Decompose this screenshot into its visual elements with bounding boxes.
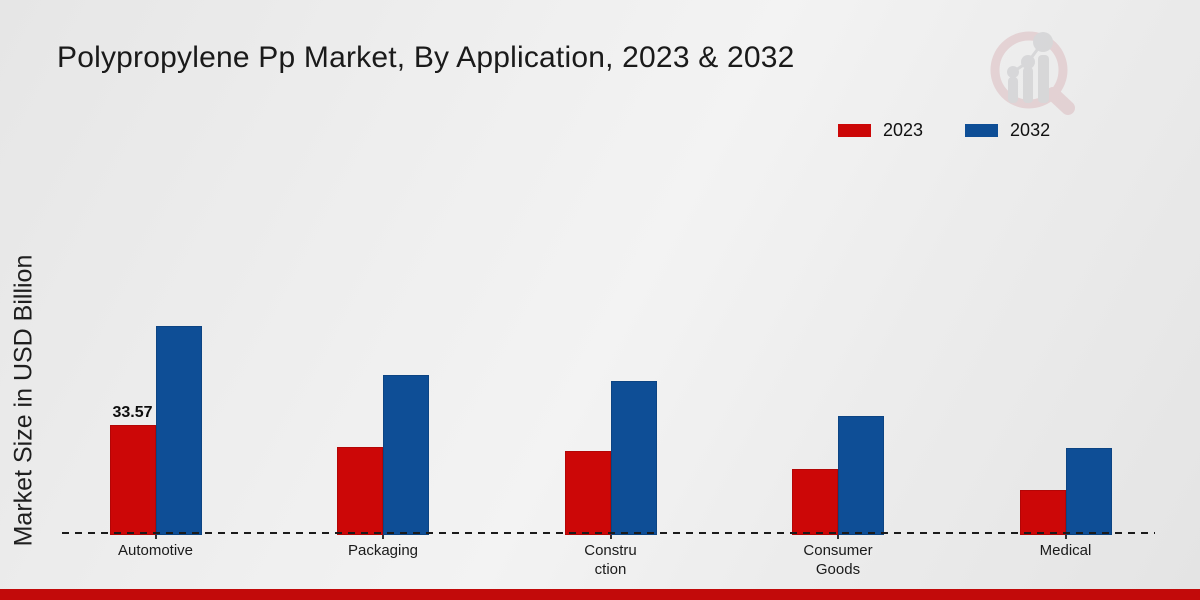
legend-item-2023: 2023	[838, 120, 923, 141]
legend-swatch-2023	[838, 124, 871, 137]
category-label-construction: Constru ction	[584, 542, 637, 578]
legend: 2023 2032	[838, 120, 1050, 141]
bar-2032-construction	[610, 381, 657, 535]
legend-swatch-2032	[965, 124, 999, 137]
bar-value-label: 33.57	[112, 404, 153, 421]
bar-2023-construction	[564, 451, 611, 535]
bar-2032-packaging	[383, 375, 429, 535]
bar-2023-packaging	[337, 447, 383, 535]
bar-2032-automotive	[155, 326, 202, 535]
x-axis-tick	[837, 534, 839, 539]
legend-label-2032: 2032	[1010, 120, 1051, 140]
footer-accent-bar	[0, 589, 1200, 600]
baseline-dashed-line	[62, 532, 1155, 534]
category-label-medical: Medical	[1039, 542, 1092, 559]
magnifier-bar-chart-logo-icon	[990, 31, 1075, 115]
category-label-automotive: Automotive	[117, 542, 194, 559]
legend-item-2032: 2032	[965, 120, 1050, 141]
legend-label-2023: 2023	[883, 120, 924, 140]
category-label-consumer-goods: Consumer Goods	[803, 542, 873, 578]
x-axis-tick	[609, 534, 612, 539]
category-label-packaging: Packaging	[347, 542, 419, 559]
x-axis-tick	[382, 534, 384, 539]
bar-2032-medical	[1065, 448, 1112, 535]
chart-title: Polypropylene Pp Market, By Application,…	[57, 41, 795, 74]
bar-2023-medical	[1019, 490, 1066, 535]
x-axis-tick	[1064, 534, 1067, 539]
bar-2032-consumer-goods	[838, 416, 884, 535]
y-axis-label: Market Size in USD Billion	[9, 254, 38, 547]
bar-2023-consumer-goods	[792, 469, 838, 535]
bar-2023-automotive	[109, 425, 156, 535]
x-axis-tick	[154, 534, 157, 539]
